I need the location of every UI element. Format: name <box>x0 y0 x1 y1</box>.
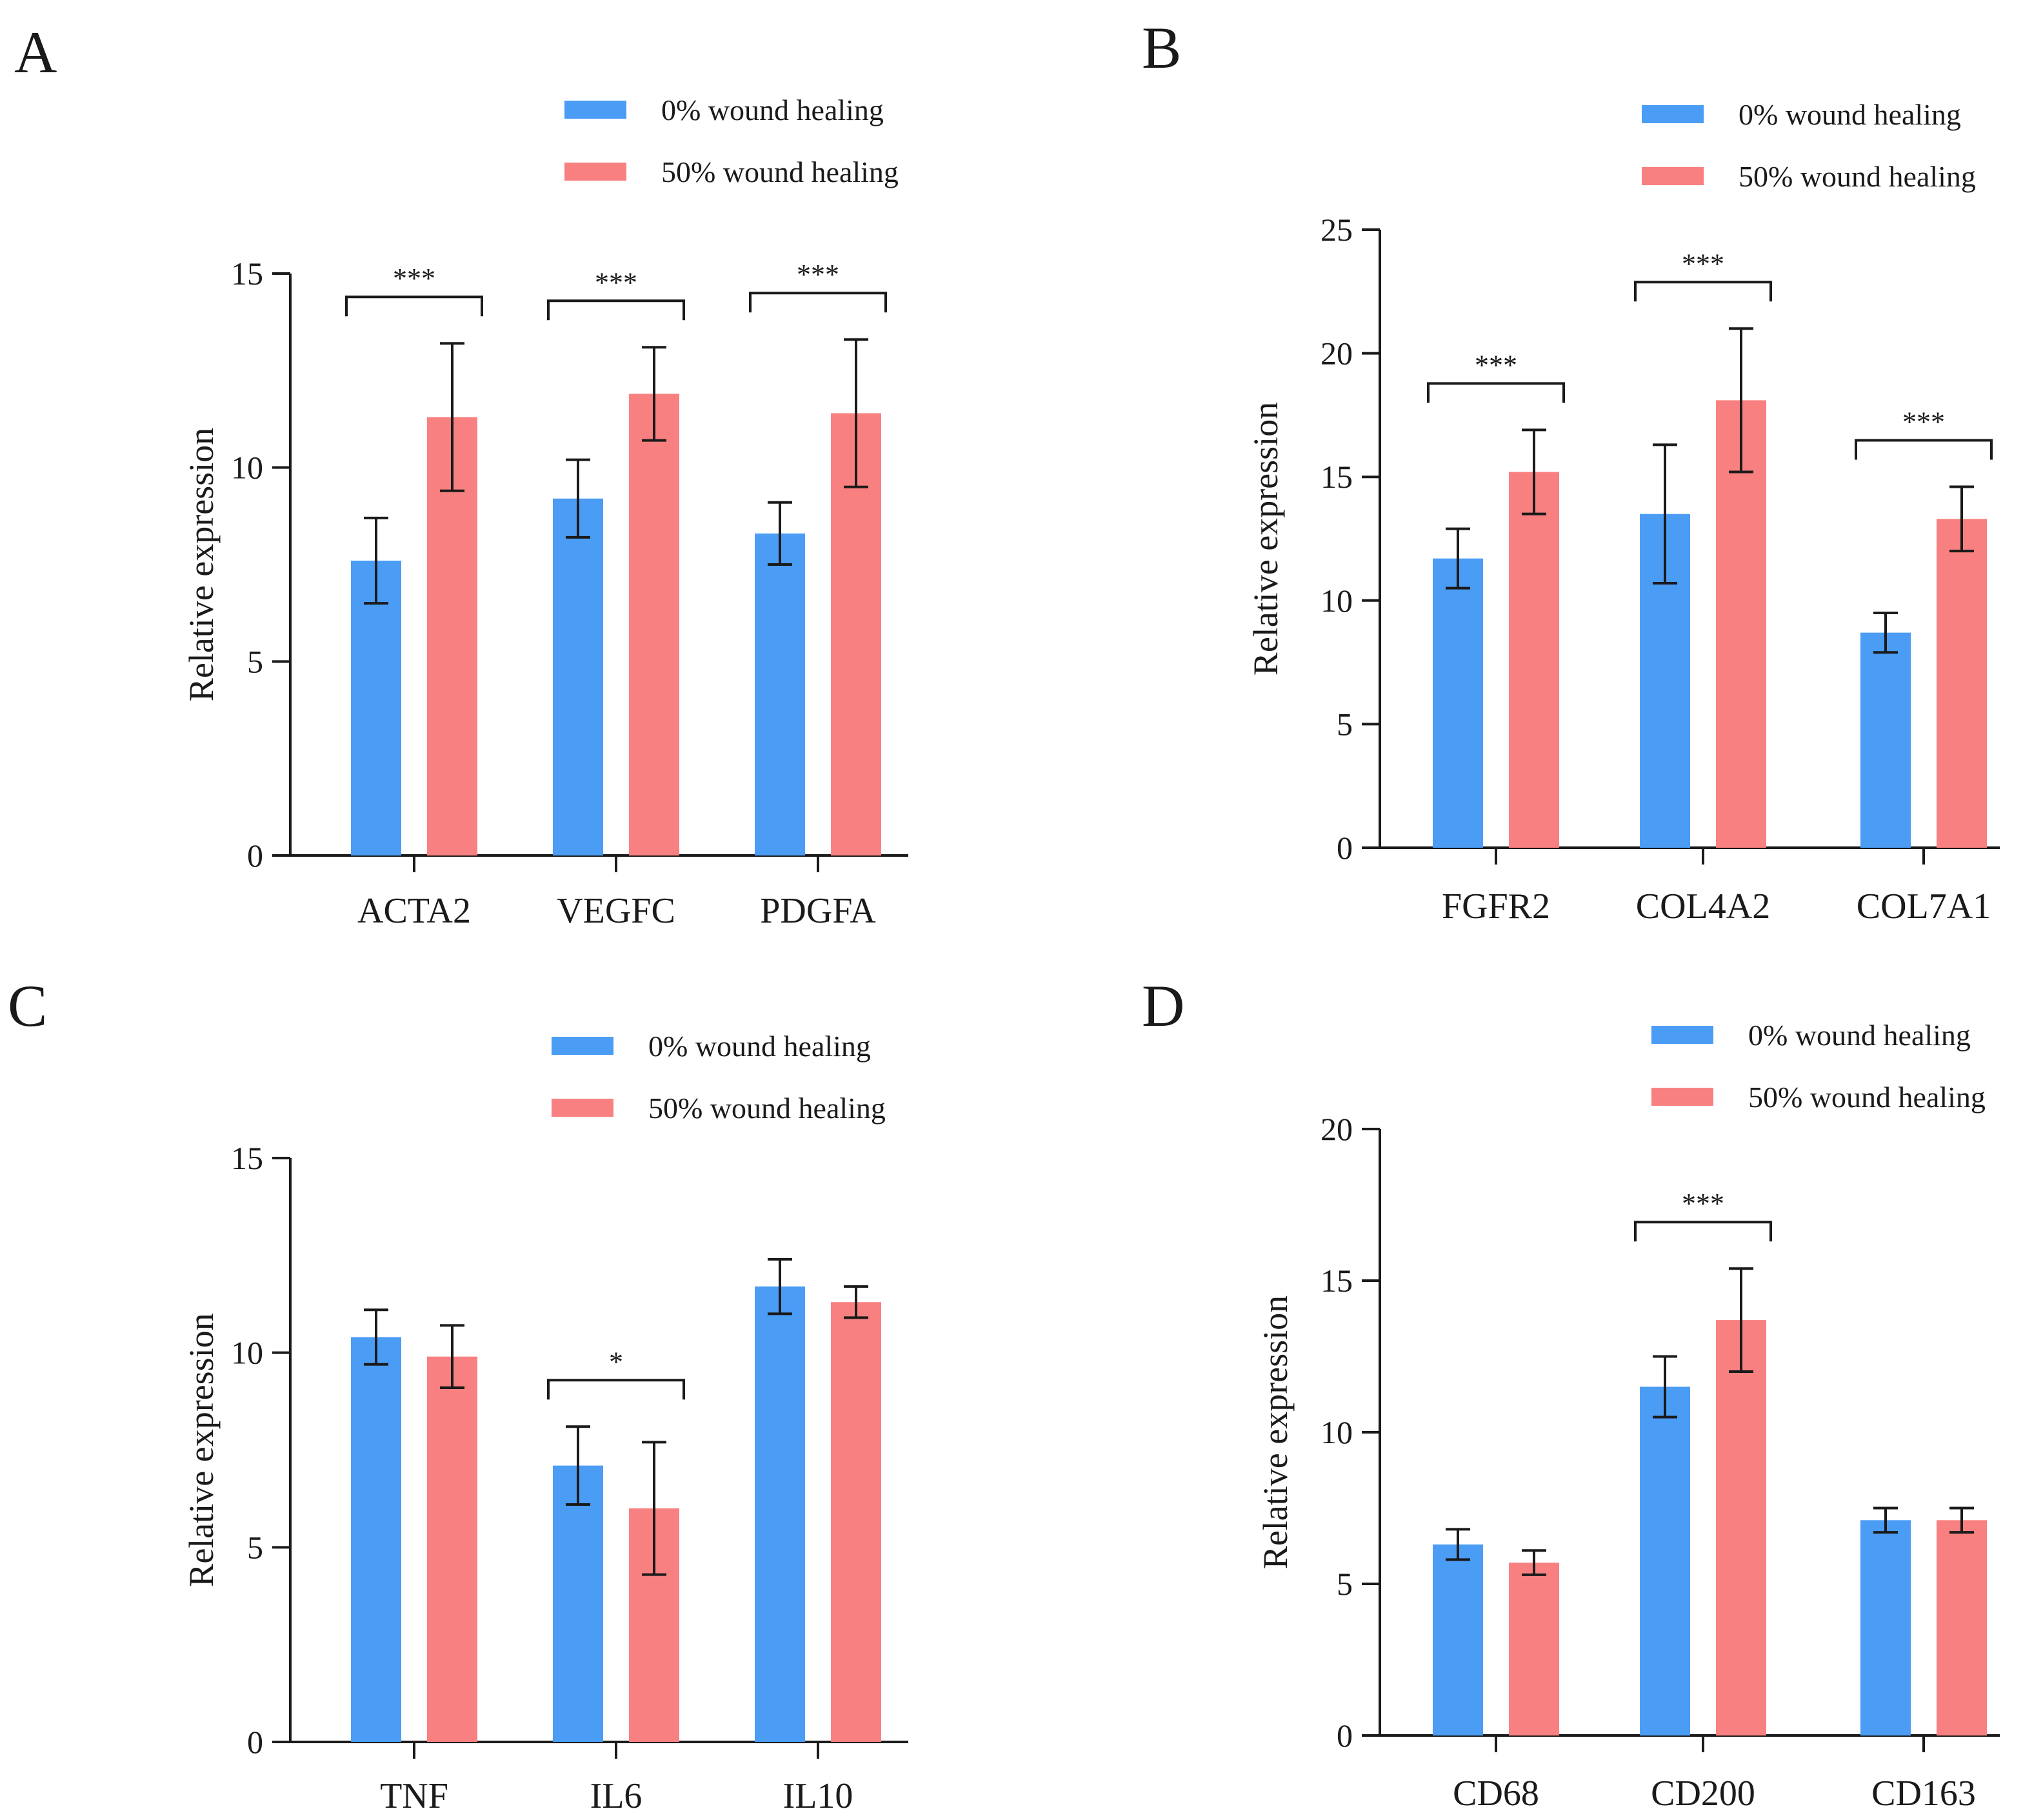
panel-letter: D <box>1142 973 1184 1039</box>
bar-col4a2-series-1 <box>1716 400 1766 848</box>
legend-swatch <box>564 163 626 181</box>
y-tick-label: 5 <box>1337 706 1353 742</box>
x-category-label: CD200 <box>1651 1774 1755 1814</box>
x-category-label: CD163 <box>1871 1774 1976 1814</box>
x-category-label: VEGFC <box>557 891 675 931</box>
bar-acta2-series-0 <box>351 560 401 855</box>
y-tick-label: 5 <box>1337 1566 1353 1602</box>
x-category-label: ACTA2 <box>357 891 471 931</box>
legend-swatch <box>1642 167 1704 185</box>
significance-bracket <box>1427 382 1565 403</box>
bar-il10-series-0 <box>755 1286 805 1742</box>
bar-fgfr2-series-0 <box>1433 558 1483 848</box>
legend-label: 50% wound healing <box>661 155 899 188</box>
y-tick-label: 20 <box>1320 1111 1353 1147</box>
bar-cd68-series-0 <box>1433 1544 1483 1735</box>
significance-label: *** <box>393 263 435 294</box>
x-category-label: FGFR2 <box>1442 886 1550 926</box>
significance-bracket <box>1634 1221 1772 1242</box>
y-tick-label: 10 <box>1320 583 1353 619</box>
y-axis-title: Relative expression <box>1246 402 1285 675</box>
y-axis-title: Relative expression <box>1256 1295 1295 1569</box>
significance-label: * <box>609 1346 623 1377</box>
y-tick-label: 25 <box>1320 212 1353 248</box>
bar-col7a1-series-1 <box>1937 519 1987 848</box>
bar-tnf-series-0 <box>351 1337 401 1742</box>
y-tick-label: 10 <box>231 450 263 486</box>
x-category-label: CD68 <box>1453 1774 1539 1814</box>
y-tick-label: 5 <box>247 1529 263 1565</box>
bar-cd200-series-1 <box>1716 1320 1766 1735</box>
y-tick-label: 0 <box>247 1724 263 1760</box>
y-tick-label: 0 <box>247 837 263 874</box>
legend-swatch <box>552 1099 613 1117</box>
x-category-label: COL4A2 <box>1636 886 1770 926</box>
x-category-label: PDGFA <box>760 891 876 931</box>
legend-label: 50% wound healing <box>1748 1081 1986 1114</box>
y-axis-title: Relative expression <box>182 428 221 701</box>
y-axis-title: Relative expression <box>182 1313 221 1586</box>
legend-label: 0% wound healing <box>1739 98 1961 131</box>
panel-letter: C <box>8 973 47 1039</box>
significance-bracket <box>749 292 887 313</box>
significance-label: *** <box>595 266 637 298</box>
significance-bracket <box>547 1379 685 1400</box>
y-tick-label: 15 <box>1320 1263 1353 1299</box>
bar-cd163-series-1 <box>1937 1520 1987 1735</box>
legend-swatch <box>1651 1088 1713 1106</box>
y-tick-label: 5 <box>247 643 263 679</box>
significance-bracket <box>1634 281 1772 302</box>
significance-label: *** <box>797 259 839 290</box>
bar-col7a1-series-0 <box>1860 632 1911 848</box>
bar-tnf-series-1 <box>427 1356 477 1742</box>
bar-vegfc-series-1 <box>629 394 679 855</box>
bar-fgfr2-series-1 <box>1509 472 1559 848</box>
significance-bracket <box>1855 439 1993 460</box>
y-tick-label: 0 <box>1337 830 1353 866</box>
legend-label: 0% wound healing <box>661 94 884 126</box>
legend-label: 0% wound healing <box>648 1030 871 1063</box>
y-tick-label: 10 <box>231 1335 263 1371</box>
x-category-label: IL6 <box>590 1776 643 1816</box>
bar-pdgfa-series-0 <box>755 533 805 855</box>
significance-label: *** <box>1475 349 1517 381</box>
bar-cd200-series-0 <box>1640 1386 1690 1735</box>
x-category-label: IL10 <box>783 1776 853 1816</box>
panel-letter: B <box>1142 15 1181 81</box>
y-tick-label: 15 <box>231 1140 263 1176</box>
y-tick-label: 15 <box>231 255 263 292</box>
bar-vegfc-series-0 <box>553 498 603 855</box>
panel-letter: A <box>14 19 57 85</box>
x-category-label: TNF <box>380 1776 448 1816</box>
legend-label: 50% wound healing <box>648 1092 886 1125</box>
legend-swatch <box>552 1037 613 1055</box>
significance-label: *** <box>1902 406 1945 438</box>
x-category-label: COL7A1 <box>1857 886 1991 926</box>
legend-swatch <box>1651 1026 1713 1044</box>
y-tick-label: 15 <box>1320 459 1353 495</box>
y-tick-label: 20 <box>1320 335 1353 372</box>
y-tick-label: 0 <box>1337 1717 1353 1754</box>
significance-label: *** <box>1682 1188 1724 1219</box>
significance-label: *** <box>1682 248 1724 279</box>
bar-cd68-series-1 <box>1509 1563 1559 1735</box>
bar-il10-series-1 <box>831 1302 881 1742</box>
bar-il6-series-0 <box>553 1465 603 1742</box>
significance-bracket <box>345 295 483 317</box>
y-tick-label: 10 <box>1320 1414 1353 1450</box>
significance-bracket <box>547 299 685 321</box>
legend-swatch <box>1642 105 1704 123</box>
legend-label: 0% wound healing <box>1748 1019 1971 1052</box>
legend-label: 50% wound healing <box>1739 160 1976 193</box>
legend-swatch <box>564 101 626 119</box>
bar-cd163-series-0 <box>1860 1520 1911 1735</box>
